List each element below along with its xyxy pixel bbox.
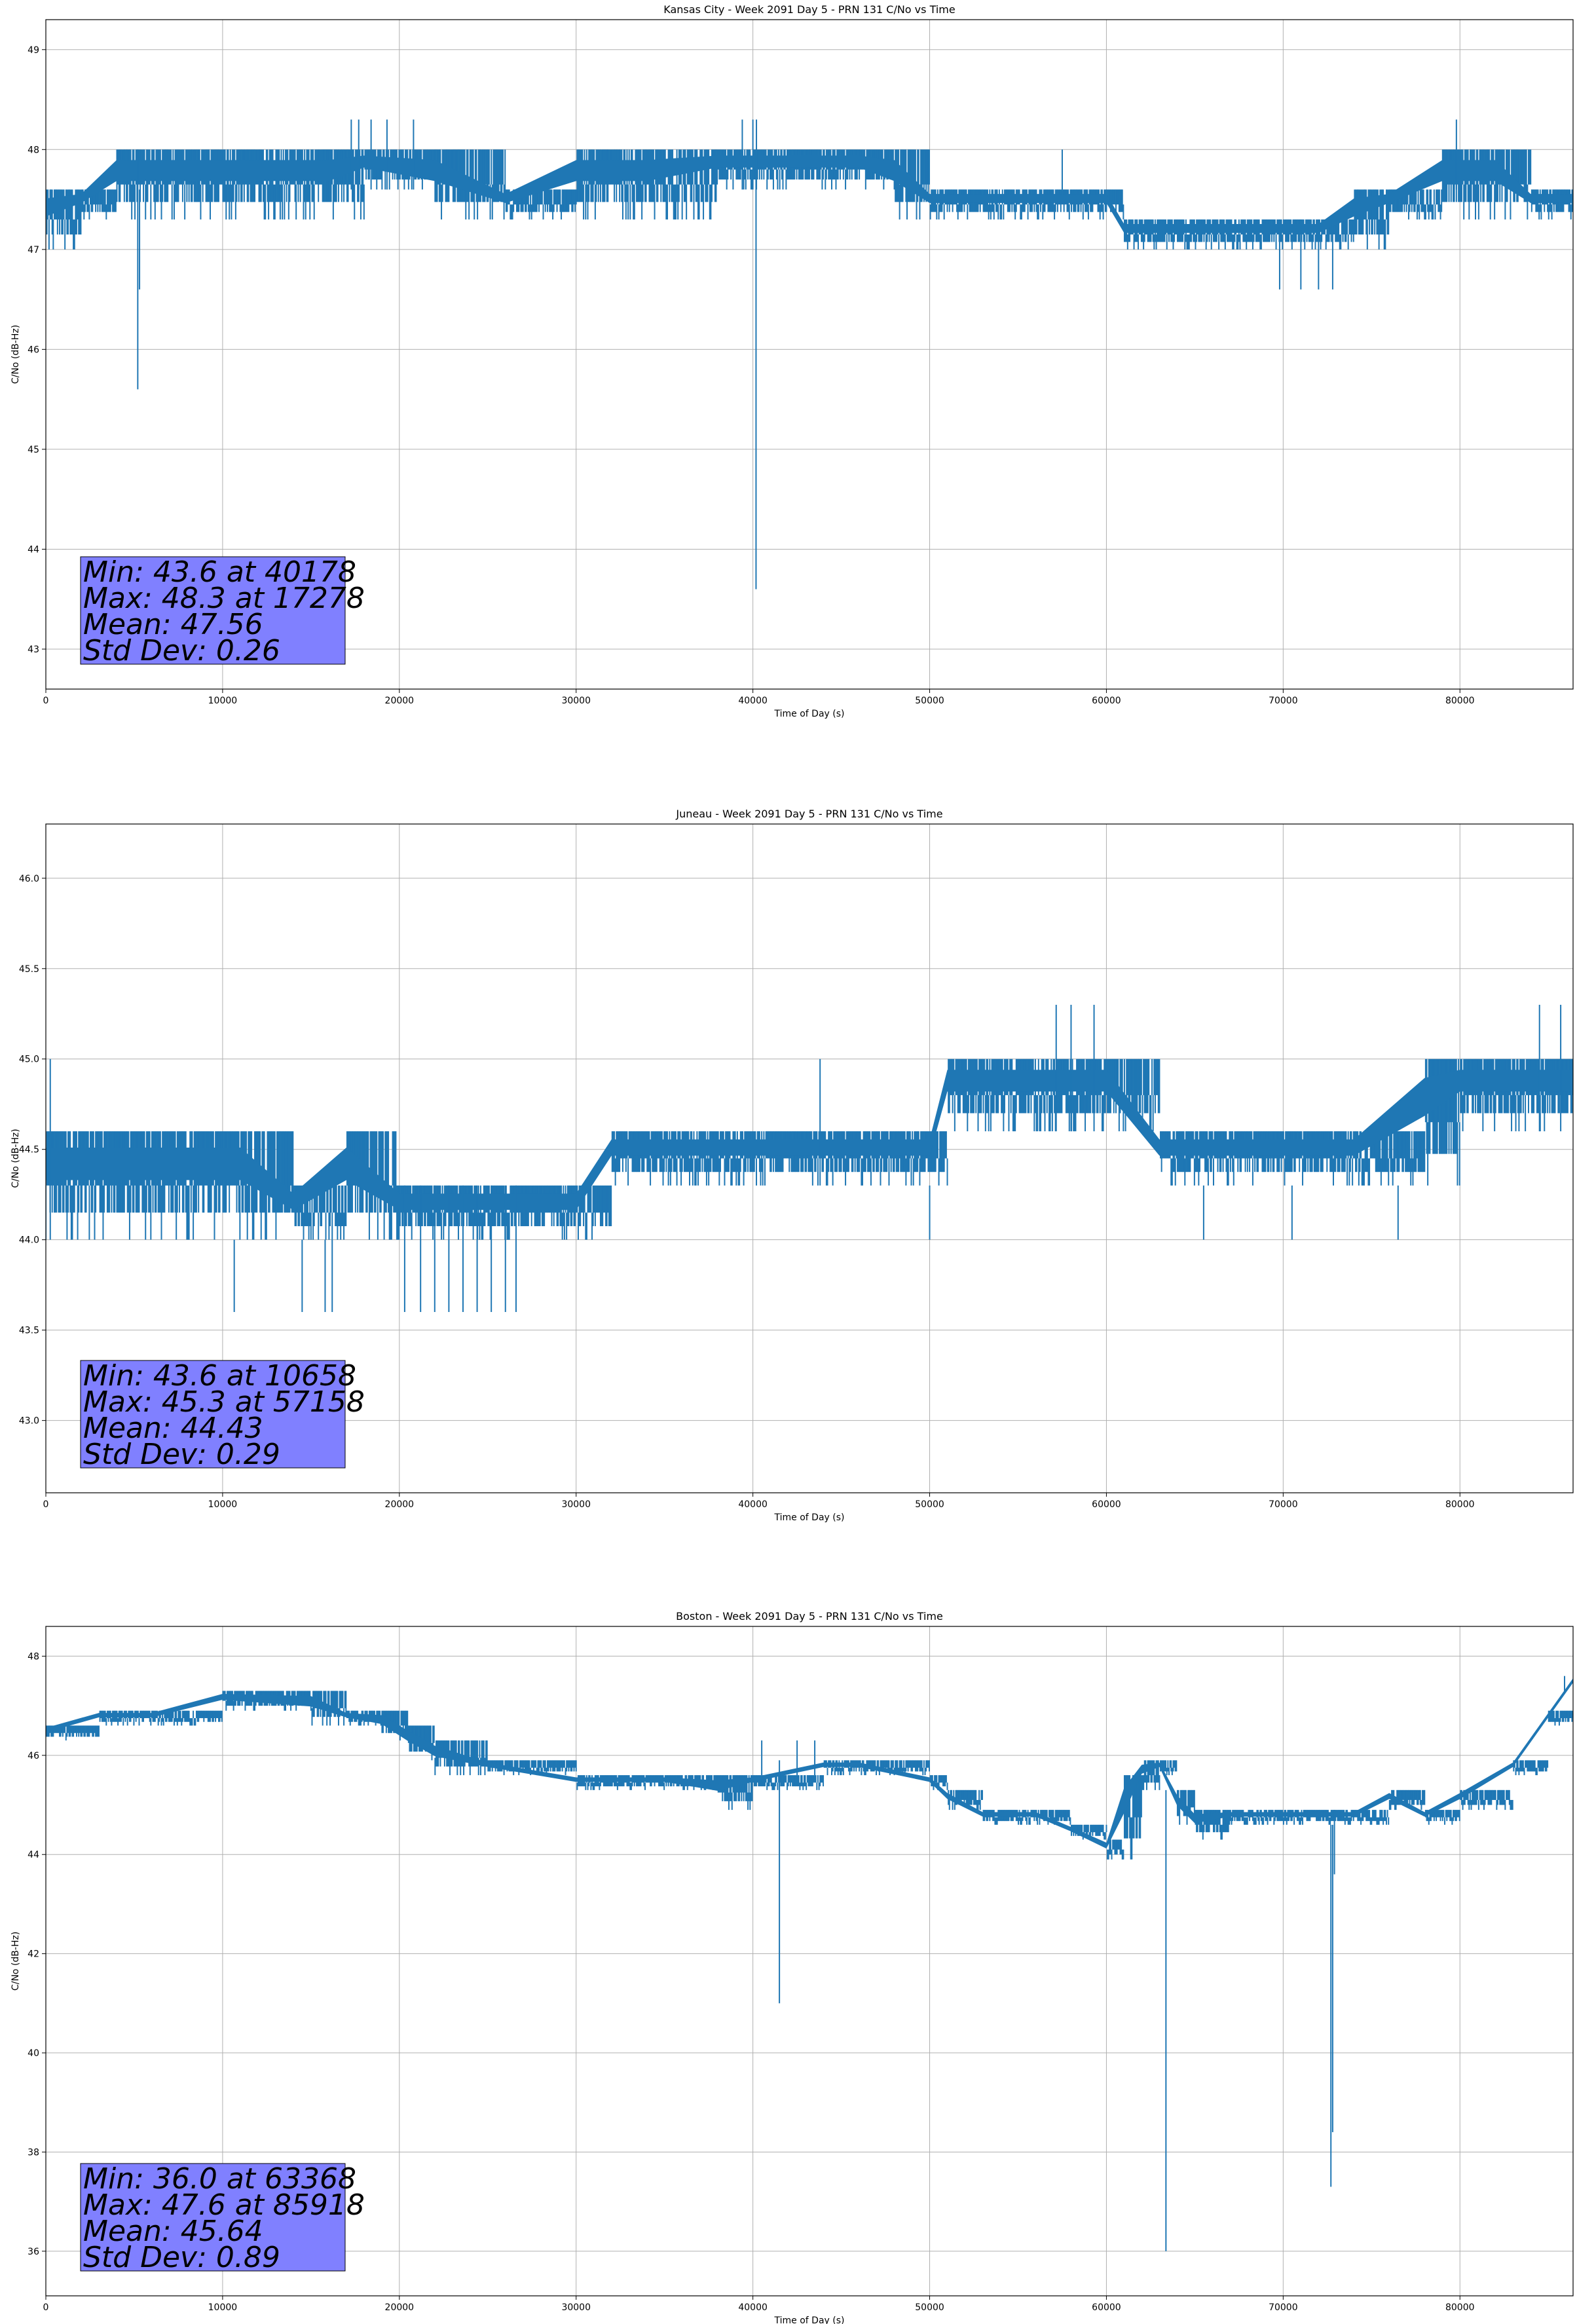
stats-box-background bbox=[80, 2163, 346, 2272]
series-cno bbox=[46, 1676, 1573, 2251]
chart-title: Boston - Week 2091 Day 5 - PRN 131 C/No … bbox=[676, 1610, 943, 1622]
x-tick-label: 30000 bbox=[561, 2302, 591, 2313]
y-tick-label: 42 bbox=[28, 1949, 39, 1960]
y-tick-label: 43 bbox=[28, 645, 39, 655]
subplot-3: 0 10000 20000 30000 40000 50000 60000 70000 8000… bbox=[10, 1610, 1574, 2324]
stats-line: Mean: 47.56 bbox=[83, 608, 263, 641]
stats-box-background bbox=[80, 556, 346, 665]
x-tick-label: 0 bbox=[43, 1499, 49, 1510]
x-tick-label: 10000 bbox=[208, 696, 238, 706]
x-axis-label: Time of Day (s) bbox=[774, 709, 845, 719]
y-tick-label: 36 bbox=[28, 2247, 39, 2257]
subplot-2: 0 10000 20000 30000 40000 50000 60000 70000 8000… bbox=[10, 808, 1574, 1523]
y-tick-label: 46 bbox=[28, 1751, 39, 1761]
stats-line: Min: 43.6 at 40178 bbox=[83, 555, 356, 589]
y-tick-label: 40 bbox=[28, 2048, 39, 2059]
y-tick-label: 43.0 bbox=[19, 1416, 39, 1427]
x-tick-label: 20000 bbox=[385, 2302, 415, 2313]
y-tick-label: 43.5 bbox=[19, 1326, 39, 1336]
y-tick-label: 44 bbox=[28, 544, 39, 555]
cno-band bbox=[46, 155, 1573, 233]
y-axis-label: C/No (dB-Hz) bbox=[10, 1932, 21, 1991]
y-tick-label: 44.0 bbox=[19, 1235, 39, 1246]
stats-box-background bbox=[80, 1360, 346, 1469]
x-tick-label: 10000 bbox=[208, 1499, 238, 1510]
y-axis-label: C/No (dB-Hz) bbox=[10, 325, 21, 384]
stats-line: Min: 36.0 at 63368 bbox=[83, 2162, 356, 2196]
x-tick-label: 80000 bbox=[1445, 696, 1475, 706]
x-tick-label: 10000 bbox=[208, 2302, 238, 2313]
stats-line: Max: 48.3 at 17278 bbox=[83, 582, 365, 615]
y-tick-label: 45 bbox=[28, 445, 39, 455]
x-tick-label: 70000 bbox=[1269, 2302, 1298, 2313]
y-tick-label: 44 bbox=[28, 1850, 39, 1860]
x-tick-label: 20000 bbox=[385, 1499, 415, 1510]
x-tick-label: 40000 bbox=[738, 2302, 768, 2313]
series-cno bbox=[46, 119, 1573, 590]
stats-line: Min: 43.6 at 10658 bbox=[83, 1359, 356, 1393]
y-tick-label: 48 bbox=[28, 145, 39, 155]
x-tick-label: 50000 bbox=[915, 696, 944, 706]
stats-line: Mean: 45.64 bbox=[83, 2215, 263, 2248]
x-tick-label: 50000 bbox=[915, 2302, 944, 2313]
y-tick-label: 46.0 bbox=[19, 874, 39, 884]
stats-line: Max: 45.3 at 57158 bbox=[83, 1385, 365, 1419]
chart-title: Juneau - Week 2091 Day 5 - PRN 131 C/No … bbox=[675, 808, 942, 820]
axes-frame bbox=[45, 1626, 1574, 2296]
y-tick-label: 47 bbox=[28, 245, 39, 255]
x-tick-label: 60000 bbox=[1092, 1499, 1121, 1510]
x-tick-label: 0 bbox=[43, 696, 49, 706]
stats-line: Max: 47.6 at 85918 bbox=[83, 2188, 365, 2222]
y-tick-label: 45.0 bbox=[19, 1055, 39, 1065]
x-tick-label: 60000 bbox=[1092, 2302, 1121, 2313]
x-tick-label: 50000 bbox=[915, 1499, 944, 1510]
x-tick-label: 70000 bbox=[1269, 696, 1298, 706]
x-tick-label: 60000 bbox=[1092, 696, 1121, 706]
y-tick-label: 48 bbox=[28, 1651, 39, 1662]
stats-line: Mean: 44.43 bbox=[83, 1412, 263, 1445]
stats-line: Std Dev: 0.26 bbox=[83, 634, 280, 667]
stats-line: Std Dev: 0.29 bbox=[83, 1438, 280, 1471]
x-tick-label: 20000 bbox=[385, 696, 415, 706]
x-axis-label: Time of Day (s) bbox=[774, 1512, 845, 1523]
axes-frame bbox=[45, 19, 1574, 690]
x-tick-label: 80000 bbox=[1445, 2302, 1475, 2313]
y-tick-label: 44.5 bbox=[19, 1145, 39, 1155]
stats-line: Std Dev: 0.89 bbox=[83, 2241, 280, 2274]
x-tick-label: 40000 bbox=[738, 696, 768, 706]
cno-band bbox=[46, 1070, 1573, 1210]
y-tick-label: 49 bbox=[28, 45, 39, 56]
axes-frame bbox=[45, 823, 1574, 1493]
series-cno bbox=[46, 1004, 1573, 1313]
x-tick-label: 70000 bbox=[1269, 1499, 1298, 1510]
x-tick-label: 0 bbox=[43, 2302, 49, 2313]
subplot-1: 0 10000 20000 30000 40000 50000 60000 70000 8000… bbox=[10, 3, 1574, 719]
y-tick-label: 38 bbox=[28, 2147, 39, 2158]
chart-title: Kansas City - Week 2091 Day 5 - PRN 131 … bbox=[663, 3, 955, 16]
x-tick-label: 80000 bbox=[1445, 1499, 1475, 1510]
x-tick-label: 30000 bbox=[561, 696, 591, 706]
x-axis-label: Time of Day (s) bbox=[774, 2315, 845, 2324]
y-tick-label: 45.5 bbox=[19, 964, 39, 975]
x-tick-label: 40000 bbox=[738, 1499, 768, 1510]
y-axis-label: C/No (dB-Hz) bbox=[10, 1129, 21, 1188]
y-tick-label: 46 bbox=[28, 345, 39, 355]
x-tick-label: 30000 bbox=[561, 1499, 591, 1510]
